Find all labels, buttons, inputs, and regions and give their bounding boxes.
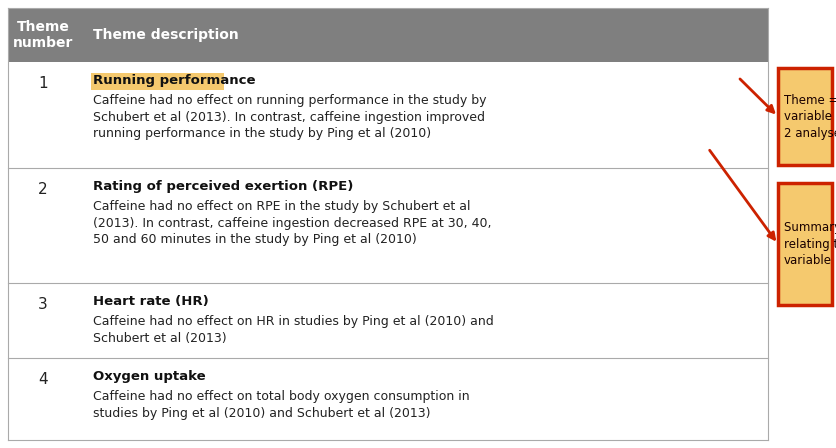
- Bar: [778, 68, 832, 165]
- Text: Theme description: Theme description: [93, 28, 239, 42]
- Bar: [8, 168, 768, 283]
- Bar: [91, 73, 224, 90]
- Text: Caffeine had no effect on running performance in the study by
Schubert et al (20: Caffeine had no effect on running perfor…: [93, 94, 487, 140]
- Bar: [8, 283, 768, 358]
- Bar: [8, 358, 768, 440]
- Bar: [8, 62, 768, 168]
- Text: Theme = dependent
variable common to at least
2 analysed research articles: Theme = dependent variable common to at …: [784, 94, 836, 139]
- Text: Oxygen uptake: Oxygen uptake: [93, 370, 206, 383]
- Text: Rating of perceived exertion (RPE): Rating of perceived exertion (RPE): [93, 180, 354, 193]
- Text: Caffeine had no effect on total body oxygen consumption in
studies by Ping et al: Caffeine had no effect on total body oxy…: [93, 390, 470, 419]
- Text: 1: 1: [38, 76, 48, 91]
- Text: Heart rate (HR): Heart rate (HR): [93, 295, 209, 308]
- Text: Theme
number: Theme number: [13, 20, 74, 50]
- Bar: [778, 183, 832, 305]
- Text: Caffeine had no effect on HR in studies by Ping et al (2010) and
Schubert et al : Caffeine had no effect on HR in studies …: [93, 315, 494, 345]
- Text: Running performance: Running performance: [93, 74, 256, 87]
- Text: 4: 4: [38, 372, 48, 387]
- Bar: [8, 8, 768, 62]
- Text: 2: 2: [38, 182, 48, 197]
- Text: Summary of the findings
relating to this dependent
variable: Summary of the findings relating to this…: [784, 221, 836, 267]
- Text: Caffeine had no effect on RPE in the study by Schubert et al
(2013). In contrast: Caffeine had no effect on RPE in the stu…: [93, 200, 492, 246]
- Text: 3: 3: [38, 297, 48, 312]
